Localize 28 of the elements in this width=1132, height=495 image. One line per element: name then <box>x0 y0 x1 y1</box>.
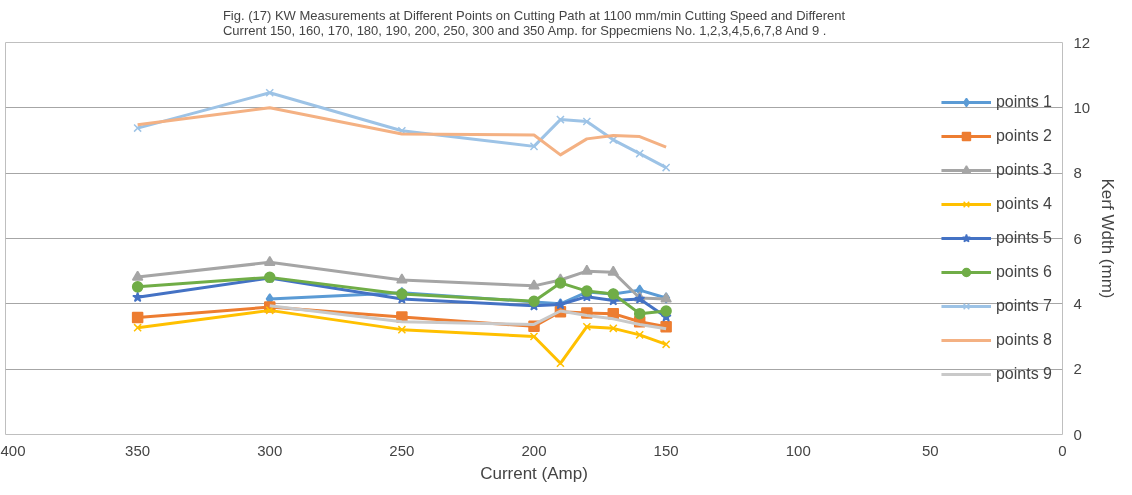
x-tick-label: 400 <box>0 441 26 459</box>
x-tick-label: 350 <box>125 441 151 459</box>
y-tick-label: 10 <box>1073 98 1091 116</box>
chart-title: Fig. (17) KW Measurements at Different Points on Cutting Path at 1100 mm/min Cutting Speed and Different Current 150, 160, 170, 180, 190, 200, 250, 300 and 350 Amp. for Sppecmiens No. 1,2,3,4,5,6,7,8 And 9 . <box>222 7 846 38</box>
legend-label: points 3 <box>995 161 1052 179</box>
x-tick-label: 200 <box>521 441 547 459</box>
y-axis-title: Kerf Wdth (mm) <box>1098 178 1118 299</box>
y-tick-label: 12 <box>1073 33 1091 51</box>
legend-label: points 4 <box>995 195 1052 213</box>
legend-label: points 7 <box>995 297 1052 315</box>
x-tick-label: 250 <box>389 441 415 459</box>
x-tick-label: 0 <box>1058 441 1067 459</box>
legend-label: points 1 <box>995 93 1052 111</box>
legend-label: points 6 <box>995 263 1052 281</box>
x-tick-label: 100 <box>785 441 811 459</box>
legend-label: points 2 <box>995 127 1052 145</box>
x-tick-label: 150 <box>653 441 679 459</box>
x-axis-title: Current (Amp) <box>480 463 588 483</box>
y-tick-label: 8 <box>1073 164 1082 182</box>
y-tick-label: 6 <box>1073 229 1082 247</box>
x-tick-label: 50 <box>922 441 939 459</box>
legend-label: points 5 <box>995 229 1052 247</box>
y-tick-label: 2 <box>1073 360 1082 378</box>
y-tick-label: 0 <box>1073 425 1082 443</box>
legend-label: points 8 <box>995 331 1052 349</box>
y-tick-label: 4 <box>1073 294 1082 312</box>
x-tick-label: 300 <box>257 441 283 459</box>
legend-label: points 9 <box>995 365 1052 383</box>
